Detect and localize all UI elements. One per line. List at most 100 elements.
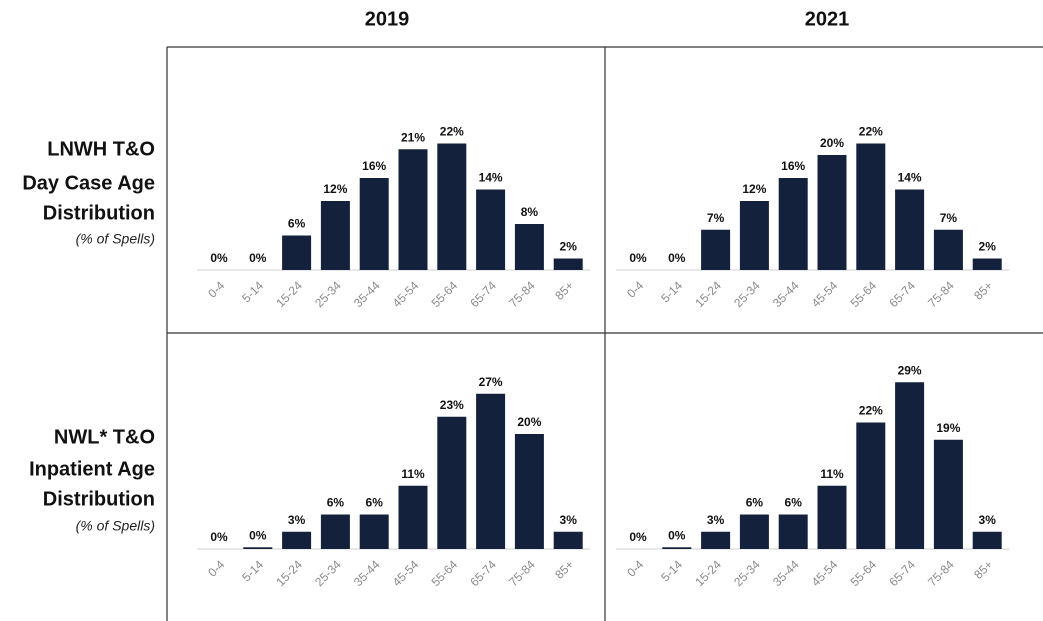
bar [553, 258, 583, 270]
x-tick-label: 45-54 [390, 557, 422, 589]
bar [282, 531, 312, 549]
data-label: 20% [820, 136, 844, 150]
x-tick-label: 0-4 [624, 278, 646, 300]
data-label: 2% [979, 240, 997, 254]
x-tick-label: 35-44 [351, 278, 383, 310]
bar [701, 229, 731, 270]
bar [856, 422, 886, 549]
bar [739, 514, 769, 549]
bar [243, 547, 273, 549]
data-label: 14% [479, 171, 503, 185]
data-label: 6% [366, 496, 384, 510]
x-tick-label: 85+ [971, 278, 995, 302]
bar [359, 178, 389, 270]
x-tick-label: 15-24 [692, 278, 724, 310]
x-tick-label: 35-44 [770, 557, 802, 589]
row-title: Distribution [43, 488, 155, 510]
column-header: 2019 [365, 8, 410, 30]
x-tick-label: 65-74 [467, 557, 499, 589]
bar [514, 224, 544, 270]
bar [476, 393, 506, 549]
x-tick-label: 65-74 [467, 278, 499, 310]
data-label: 22% [440, 125, 464, 139]
data-label: 22% [859, 404, 883, 418]
x-tick-label: 25-34 [731, 278, 763, 310]
data-label: 3% [979, 513, 997, 527]
bar [778, 178, 808, 270]
x-tick-label: 15-24 [273, 557, 305, 589]
data-label: 7% [940, 211, 958, 225]
x-tick-label: 0-4 [624, 557, 646, 579]
data-label: 0% [668, 528, 686, 542]
data-label: 12% [323, 182, 347, 196]
bar [701, 531, 731, 549]
x-tick-label: 25-34 [312, 557, 344, 589]
data-label: 16% [781, 159, 805, 173]
x-tick-label: 85+ [971, 557, 995, 581]
data-label: 0% [668, 251, 686, 265]
data-label: 11% [820, 467, 844, 481]
row-title: Inpatient Age [29, 458, 155, 480]
bar [398, 485, 428, 549]
data-label: 0% [629, 251, 647, 265]
x-tick-label: 55-64 [848, 557, 880, 589]
panel-borders [166, 46, 1043, 621]
row-title: Day Case Age [22, 172, 155, 194]
bar [895, 382, 925, 549]
x-tick-label: 5-14 [239, 278, 266, 305]
row-title: Distribution [43, 202, 155, 224]
bar [739, 201, 769, 270]
x-tick-label: 75-84 [506, 557, 538, 589]
data-label: 21% [401, 130, 425, 144]
bar [476, 189, 506, 270]
column-header: 2021 [805, 8, 850, 30]
bar [553, 531, 583, 549]
x-tick-label: 25-34 [312, 278, 344, 310]
x-tick-label: 75-84 [925, 557, 957, 589]
data-label: 6% [746, 496, 764, 510]
bar [282, 235, 312, 270]
data-label: 6% [288, 217, 306, 231]
data-label: 0% [629, 530, 647, 544]
bar [933, 439, 963, 549]
data-label: 12% [742, 182, 766, 196]
x-tick-label: 75-84 [506, 278, 538, 310]
x-tick-label: 45-54 [390, 278, 422, 310]
data-label: 0% [210, 251, 228, 265]
x-tick-label: 0-4 [205, 278, 227, 300]
x-tick-label: 15-24 [692, 557, 724, 589]
data-label: 7% [707, 211, 725, 225]
x-tick-label: 5-14 [239, 557, 266, 584]
x-tick-label: 75-84 [925, 278, 957, 310]
data-label: 20% [517, 415, 541, 429]
bar [778, 514, 808, 549]
data-label: 6% [785, 496, 803, 510]
data-label: 19% [936, 421, 960, 435]
data-label: 11% [401, 467, 425, 481]
data-label: 16% [362, 159, 386, 173]
data-label: 3% [707, 513, 725, 527]
bar [437, 143, 467, 270]
data-label: 3% [288, 513, 306, 527]
x-tick-label: 5-14 [658, 557, 685, 584]
row-subtitle: (% of Spells) [76, 231, 155, 247]
row-subtitle: (% of Spells) [76, 518, 155, 534]
x-tick-label: 25-34 [731, 557, 763, 589]
data-label: 23% [440, 398, 464, 412]
data-label: 29% [898, 363, 922, 377]
bar [514, 434, 544, 549]
row-title: LNWH T&O [47, 138, 155, 160]
data-label: 6% [327, 496, 345, 510]
bar [320, 514, 350, 549]
x-tick-label: 45-54 [809, 278, 841, 310]
x-tick-label: 85+ [552, 278, 576, 302]
data-label: 8% [521, 205, 539, 219]
x-tick-label: 45-54 [809, 557, 841, 589]
x-tick-label: 0-4 [205, 557, 227, 579]
data-label: 14% [898, 171, 922, 185]
bar [817, 155, 847, 270]
data-label: 22% [859, 125, 883, 139]
x-tick-label: 35-44 [770, 278, 802, 310]
x-tick-label: 55-64 [848, 278, 880, 310]
